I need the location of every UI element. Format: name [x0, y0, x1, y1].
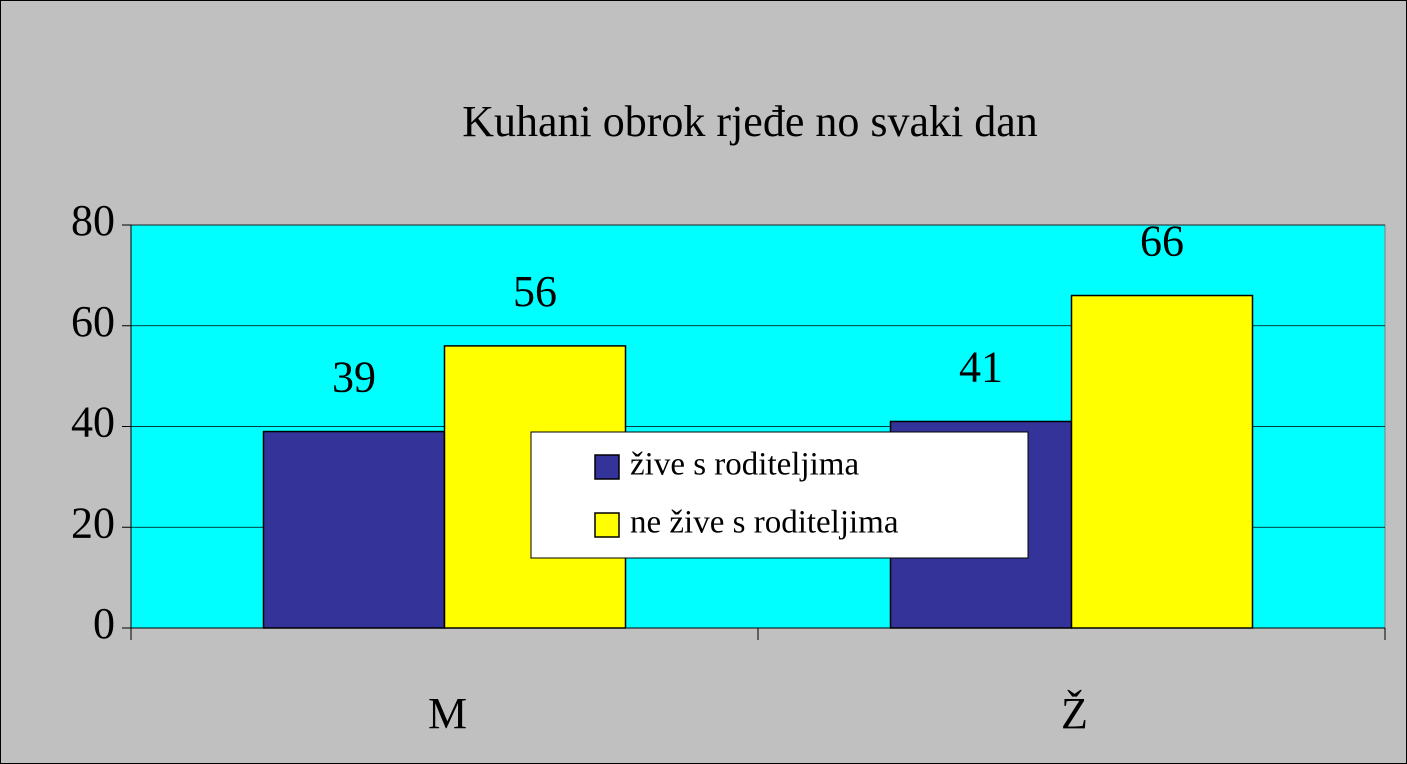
y-tick-label: 20 [71, 498, 115, 547]
y-tick-label: 80 [71, 196, 115, 245]
x-tick-label: Ž [1061, 689, 1088, 738]
x-tick-label: M [428, 689, 467, 738]
chart-title: Kuhani obrok rjeđe no svaki dan [462, 97, 1038, 146]
legend-label: žive s roditeljima [630, 447, 859, 483]
y-tick-label: 40 [71, 398, 115, 447]
y-tick-label: 60 [71, 297, 115, 346]
data-label: 41 [959, 343, 1003, 392]
legend-label: ne žive s roditeljima [630, 505, 899, 541]
legend-swatch [594, 512, 620, 538]
bar [1070, 294, 1254, 629]
data-label: 56 [513, 267, 557, 316]
legend-swatch [594, 454, 620, 480]
data-label: 66 [1140, 217, 1184, 266]
y-tick-label: 0 [93, 599, 115, 648]
data-label: 39 [332, 353, 376, 402]
bar [262, 430, 446, 629]
